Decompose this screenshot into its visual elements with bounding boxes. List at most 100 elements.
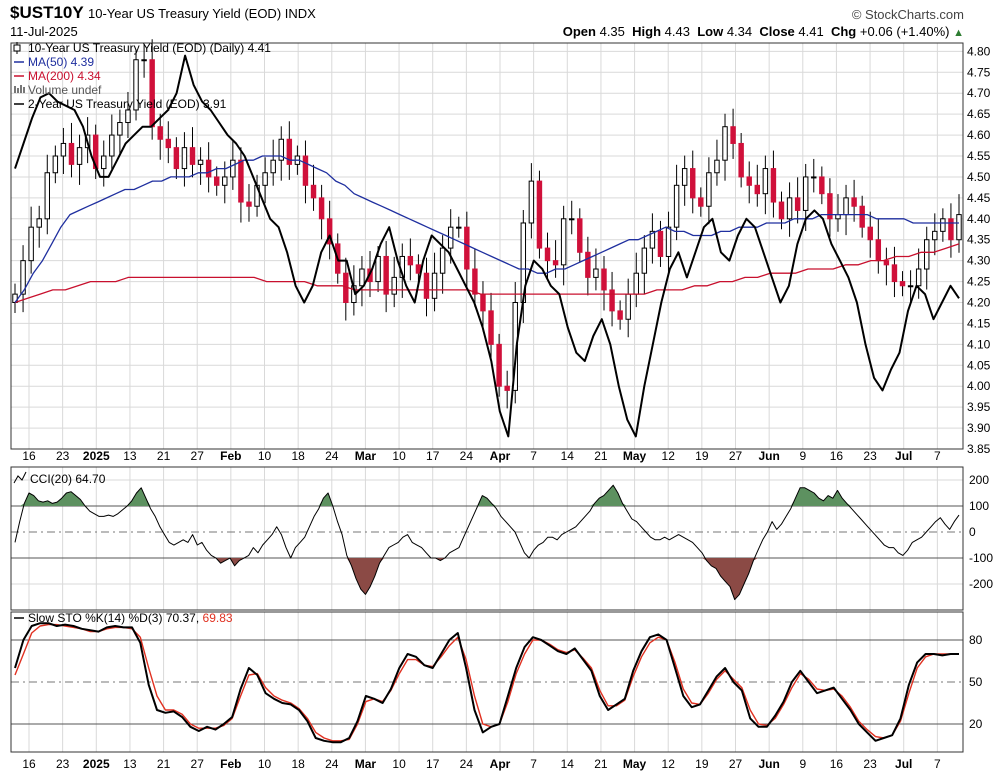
candle-down bbox=[657, 230, 664, 257]
candle bbox=[44, 154, 50, 235]
candle bbox=[20, 245, 26, 313]
candle bbox=[318, 184, 325, 240]
candle bbox=[673, 164, 680, 241]
cci-tick-label: 200 bbox=[969, 473, 989, 487]
candle bbox=[690, 150, 696, 214]
candle-down bbox=[383, 255, 389, 295]
quote-summary: Open 4.35 High 4.43 Low 4.34 Close 4.41 … bbox=[563, 24, 964, 39]
y-tick-label: 4.15 bbox=[967, 316, 991, 330]
y-tick-label: 4.80 bbox=[967, 44, 991, 58]
candle-up bbox=[222, 176, 228, 186]
sto-title-d: 69.83 bbox=[203, 611, 233, 625]
candle-up bbox=[28, 226, 34, 262]
x-tick-label: 7 bbox=[530, 449, 537, 463]
sto-tick-label: 80 bbox=[969, 633, 983, 647]
x-tick-label: 24 bbox=[460, 757, 474, 771]
candle bbox=[423, 257, 430, 317]
legend-volume: Volume undef bbox=[28, 83, 102, 97]
y-tick-label: 4.60 bbox=[967, 128, 991, 142]
x-tick-label: 18 bbox=[291, 757, 305, 771]
candle bbox=[770, 150, 777, 218]
candle bbox=[819, 166, 825, 205]
candle-up bbox=[197, 159, 204, 165]
candle-down bbox=[213, 176, 220, 186]
candle bbox=[181, 132, 188, 187]
x-tick-label: 14 bbox=[561, 449, 575, 463]
x-tick-label: 19 bbox=[695, 757, 709, 771]
ma50-line bbox=[14, 155, 959, 303]
cci-tick-label: 0 bbox=[969, 525, 976, 539]
x-tick-label: 24 bbox=[325, 449, 339, 463]
candle bbox=[165, 121, 172, 164]
panel-frame bbox=[10, 466, 964, 611]
x-tick-label: 19 bbox=[695, 449, 709, 463]
candle bbox=[407, 238, 414, 281]
candle bbox=[577, 208, 583, 263]
candle-down bbox=[698, 197, 704, 207]
x-tick-label: 21 bbox=[157, 757, 171, 771]
candle-down bbox=[318, 197, 325, 220]
sto-title-main: Slow STO %K(14) %D(3) 70.37, bbox=[28, 611, 199, 625]
candle-down bbox=[754, 184, 761, 195]
candle bbox=[609, 271, 615, 327]
x-tick-label: Mar bbox=[355, 449, 377, 463]
candle-down bbox=[165, 138, 172, 149]
candle bbox=[625, 278, 631, 338]
candle bbox=[383, 240, 389, 313]
candle-up bbox=[706, 172, 712, 207]
x-tick-label: 10 bbox=[258, 757, 272, 771]
candle-up bbox=[76, 147, 83, 165]
candle bbox=[28, 206, 34, 274]
y-tick-label: 4.65 bbox=[967, 107, 991, 121]
ma200-line bbox=[14, 243, 960, 304]
up-arrow-icon: ▲ bbox=[953, 27, 964, 39]
chart-date: 11-Jul-2025 bbox=[10, 24, 78, 39]
candle-down bbox=[464, 226, 470, 270]
candle-down bbox=[609, 289, 615, 312]
candle-up bbox=[802, 176, 809, 211]
candle-up bbox=[262, 172, 268, 186]
y-tick-label: 4.55 bbox=[967, 149, 991, 163]
x-tick-label: Jul bbox=[895, 449, 912, 463]
high-value: 4.43 bbox=[664, 24, 690, 39]
candle bbox=[536, 170, 543, 259]
candle-down bbox=[948, 218, 954, 241]
candle-up bbox=[843, 197, 849, 216]
candle-down bbox=[423, 272, 430, 299]
candle bbox=[391, 256, 397, 308]
candle bbox=[875, 219, 882, 274]
x-tick-label: 2025 bbox=[83, 449, 110, 463]
candle-up bbox=[673, 184, 680, 228]
candle bbox=[278, 126, 284, 181]
candle bbox=[560, 205, 567, 286]
candle-up bbox=[762, 168, 769, 195]
x-tick-label: 24 bbox=[325, 757, 339, 771]
candle-up bbox=[44, 172, 50, 220]
candle-up bbox=[625, 293, 631, 320]
frame-layer: 16 16 23 23 2025 2025 13 13 21 21 27 27 Feb Feb 10 10 18… bbox=[10, 42, 993, 771]
cci-overbought-area bbox=[15, 485, 959, 506]
brand-logo[interactable]: © StockCharts.com bbox=[851, 7, 964, 22]
candle-down bbox=[536, 180, 543, 249]
x-tick-label: 27 bbox=[191, 757, 205, 771]
x-tick-label: 10 bbox=[392, 757, 406, 771]
candle bbox=[464, 211, 470, 288]
close-label: Close bbox=[759, 24, 795, 39]
candle bbox=[496, 333, 502, 397]
candle-up bbox=[633, 272, 639, 295]
open-label: Open bbox=[562, 24, 596, 39]
x-tick-label: 16 bbox=[830, 757, 844, 771]
candle-up bbox=[278, 138, 284, 161]
chg-label: Chg bbox=[830, 24, 857, 39]
candle-down bbox=[488, 310, 494, 345]
x-tick-label: Apr bbox=[490, 449, 511, 463]
candle bbox=[915, 248, 922, 299]
candle bbox=[932, 213, 938, 256]
candle-down bbox=[730, 126, 736, 144]
candle-down bbox=[819, 176, 825, 195]
x-tick-label: 27 bbox=[191, 449, 205, 463]
legend-price: 10-Year US Treasury Yield (EOD) (Daily) … bbox=[28, 41, 271, 55]
candle bbox=[262, 157, 268, 204]
candle-up bbox=[109, 134, 115, 157]
